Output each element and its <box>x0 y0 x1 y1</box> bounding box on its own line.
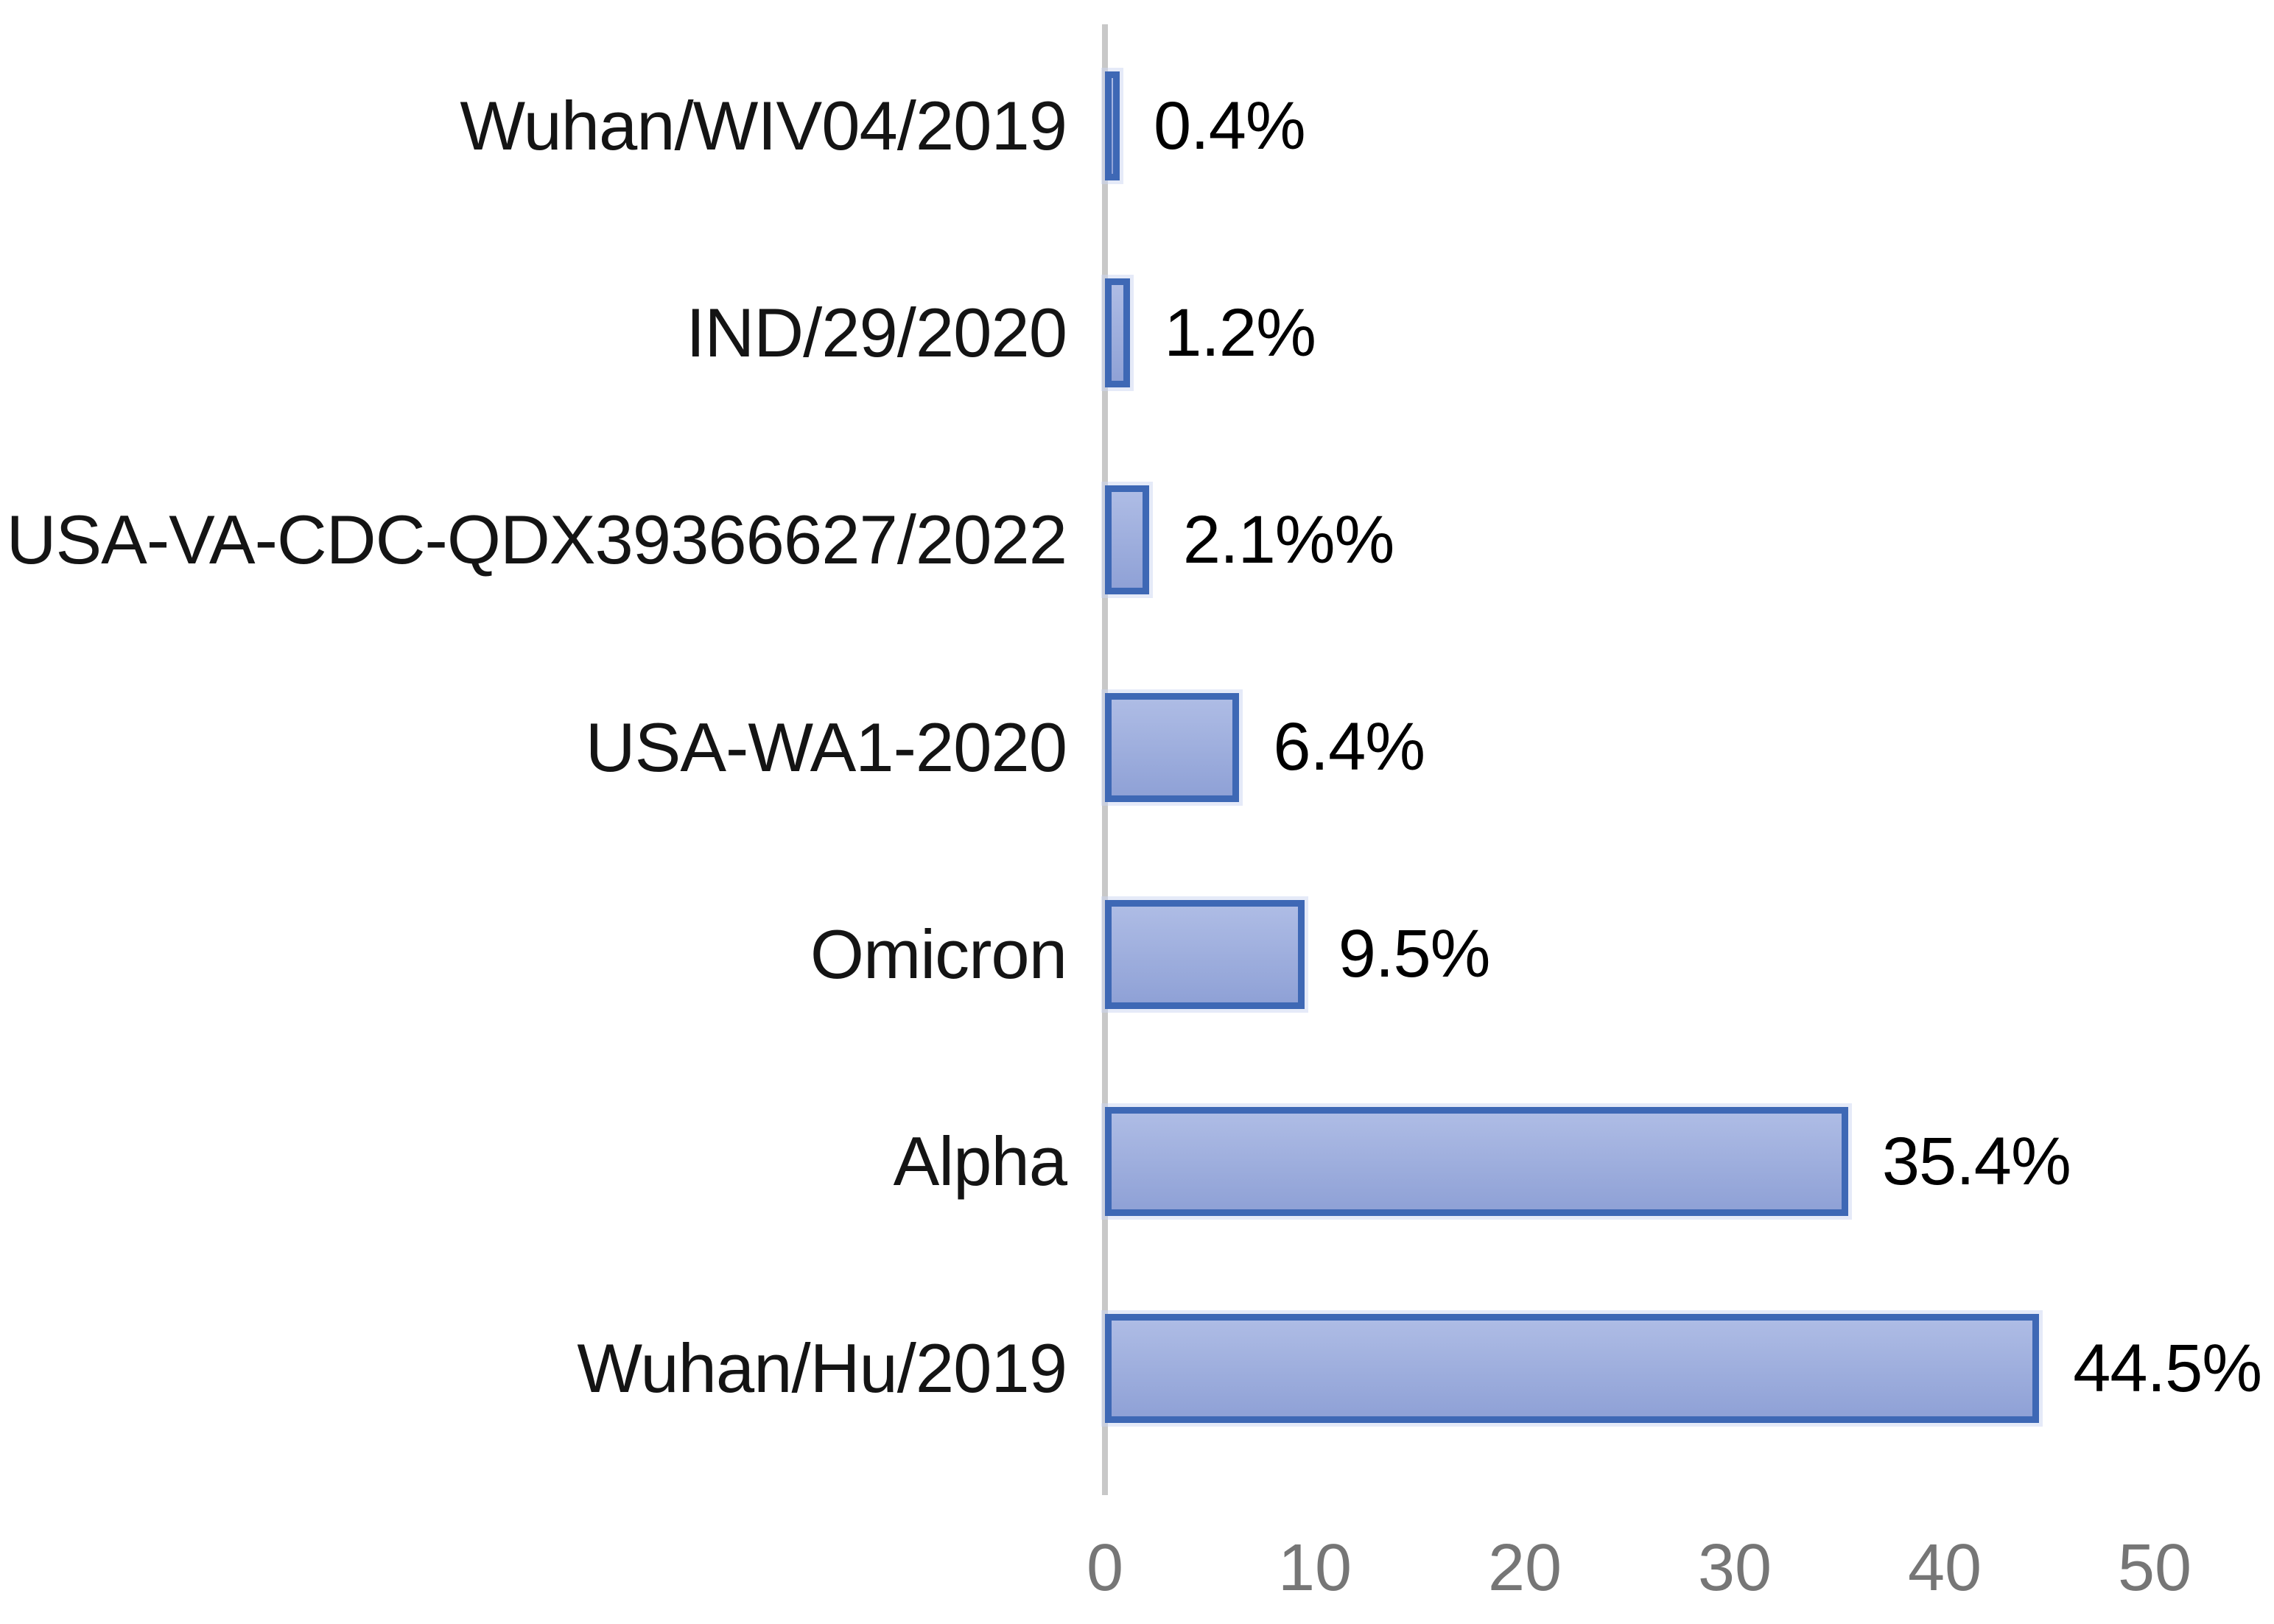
bar <box>1105 899 1305 1009</box>
category-label: USA-WA1-2020 <box>585 708 1067 786</box>
x-axis-tick-label: 40 <box>1907 1531 1982 1605</box>
value-label: 44.5% <box>2073 1330 2262 1406</box>
category-label: Alpha <box>893 1122 1067 1200</box>
category-label: USA-VA-CDC-QDX39366627/2022 <box>6 501 1067 579</box>
bar <box>1105 71 1120 180</box>
category-label: IND/29/2020 <box>686 294 1067 372</box>
category-label: Wuhan/Hu/2019 <box>577 1329 1067 1407</box>
x-axis-tick-label: 10 <box>1277 1531 1352 1605</box>
x-axis-tick-label: 20 <box>1487 1531 1562 1605</box>
value-label: 1.2% <box>1164 295 1316 370</box>
bar <box>1105 1107 1848 1216</box>
x-axis-tick-label: 0 <box>1086 1531 1124 1605</box>
category-label: Omicron <box>810 915 1067 993</box>
value-label: 6.4% <box>1273 709 1425 785</box>
bar <box>1105 692 1240 802</box>
bar <box>1105 485 1149 595</box>
value-label: 2.1%% <box>1182 502 1394 577</box>
bar <box>1105 278 1131 388</box>
value-label: 35.4% <box>1881 1123 2071 1199</box>
category-label: Wuhan/WIV04/2019 <box>460 87 1067 164</box>
value-label: 0.4% <box>1154 88 1306 164</box>
value-label: 9.5% <box>1338 916 1491 992</box>
bar <box>1105 1314 2040 1424</box>
x-axis-tick-label: 30 <box>1697 1531 1772 1605</box>
x-axis-tick-label: 50 <box>2117 1531 2192 1605</box>
